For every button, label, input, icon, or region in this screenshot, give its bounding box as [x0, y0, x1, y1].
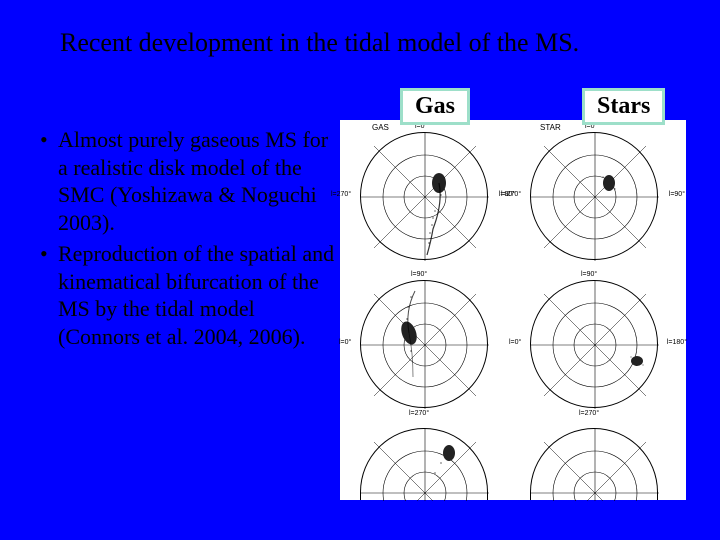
polar-panel-gas-top: l=0° l=90° l=270° [360, 132, 488, 260]
polar-panel-gas-mid: l=90° l=270° l=0° [360, 280, 488, 408]
column-header-gas: GAS [372, 123, 389, 132]
tick-left: l=0° [509, 339, 521, 346]
tick-left: l=0° [339, 339, 351, 346]
tick-top: l=90° [581, 271, 597, 278]
polar-panel-star-mid: l=90° l=270° l=0° l=180° [530, 280, 658, 408]
tick-bottom: l=270° [409, 410, 429, 417]
content-row: Almost purely gaseous MS for a realistic… [0, 68, 720, 354]
figure-background: GAS STAR l=0° [340, 120, 686, 500]
tick-bottom: l=270° [579, 410, 599, 417]
polar-grid-icon [361, 281, 489, 409]
polar-panel-star-top: l=0° l=90° l=270° [530, 132, 658, 260]
polar-grid-icon [361, 429, 489, 501]
polar-grid-icon [531, 429, 659, 501]
stars-label: Stars [582, 88, 665, 125]
slide-title: Recent development in the tidal model of… [0, 0, 720, 68]
tick-left: l=270° [501, 191, 521, 198]
bullet-list: Almost purely gaseous MS for a realistic… [30, 88, 340, 350]
polar-grid-icon [531, 281, 659, 409]
tick-right: l=90° [669, 191, 685, 198]
bullet-item: Almost purely gaseous MS for a realistic… [40, 126, 340, 236]
tick-left: l=270° [331, 191, 351, 198]
polar-grid-icon [531, 133, 659, 261]
tick-right: l=180° [667, 339, 687, 346]
polar-panel-star-bottom [530, 428, 658, 500]
figure-column: Gas Stars GAS STAR [340, 88, 700, 354]
polar-panel-gas-bottom [360, 428, 488, 500]
bullet-item: Reproduction of the spatial and kinemati… [40, 240, 340, 350]
column-header-star: STAR [540, 123, 561, 132]
polar-grid-icon [361, 133, 489, 261]
text-column: Almost purely gaseous MS for a realistic… [30, 88, 340, 354]
tick-top: l=90° [411, 271, 427, 278]
gas-label: Gas [400, 88, 470, 125]
